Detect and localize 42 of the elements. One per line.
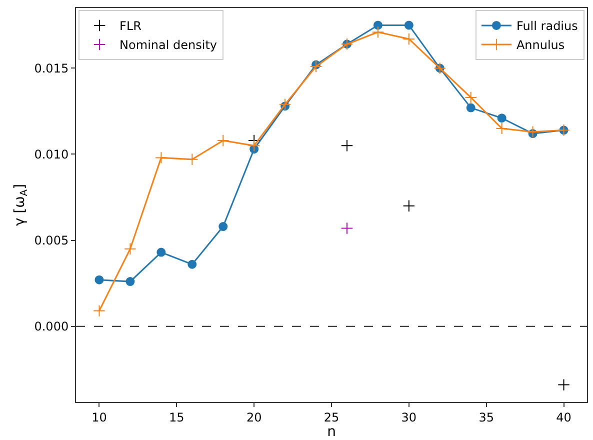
point [466, 103, 476, 112]
point [124, 242, 136, 255]
point [310, 60, 322, 73]
y-tick-label: 0.010 [34, 147, 69, 162]
point [340, 140, 354, 152]
point [402, 32, 416, 46]
x-tick-label: 30 [401, 410, 417, 424]
x-tick-label: 40 [556, 410, 572, 424]
x-axis-title: n [327, 424, 336, 440]
point [340, 222, 354, 234]
legend-label: FLR [120, 19, 142, 34]
point [155, 152, 168, 164]
point [248, 140, 260, 152]
legend-label: Nominal density [120, 38, 218, 52]
point [217, 134, 230, 147]
point [126, 277, 135, 286]
y-tick-label: 0.015 [34, 61, 69, 76]
point [188, 260, 197, 269]
point [373, 20, 382, 30]
y-tick-label: 0.005 [34, 233, 69, 248]
point [497, 114, 506, 123]
point [186, 153, 198, 166]
legend-label: Full radius [516, 19, 578, 34]
point [94, 275, 104, 284]
point [218, 222, 228, 232]
point [526, 126, 539, 138]
point [372, 26, 384, 38]
y-tick-label: 0.000 [34, 320, 69, 334]
point [93, 304, 106, 317]
point [156, 248, 166, 257]
x-tick-label: 15 [169, 410, 184, 424]
point [464, 91, 477, 104]
x-tick-label: 25 [324, 410, 340, 424]
point [558, 378, 570, 391]
x-tick-label: 10 [92, 410, 107, 424]
x-tick-label: 20 [246, 410, 262, 424]
point [402, 200, 416, 212]
point [404, 20, 414, 30]
point [496, 122, 508, 135]
point [278, 98, 292, 110]
legend-label: Annulus [516, 38, 565, 52]
x-tick-label: 35 [478, 410, 494, 424]
